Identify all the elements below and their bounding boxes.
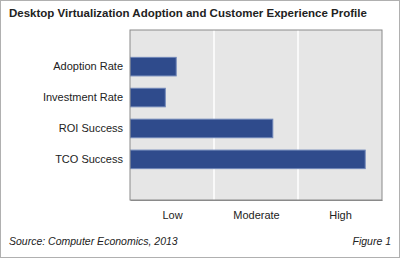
- source-note: Source: Computer Economics, 2013: [9, 235, 178, 247]
- y-tick: Adoption Rate: [53, 60, 130, 72]
- figure-frame: [1, 1, 400, 258]
- x-tick-label: Low: [162, 209, 182, 221]
- bar: [130, 150, 365, 169]
- x-tick-label: Moderate: [233, 209, 279, 221]
- title: Desktop Virtualization Adoption and Cust…: [9, 7, 367, 19]
- y-axis: Adoption Rate Investment Rate ROI Success T…: [43, 46, 131, 182]
- y-tick-label: TCO Success: [55, 153, 123, 165]
- plot-background: [130, 30, 382, 200]
- grid-line: [213, 30, 215, 200]
- grid-line: [297, 30, 299, 200]
- y-tick: ROI Success: [59, 122, 130, 134]
- y-axis-line: [130, 46, 131, 182]
- grid: [214, 30, 298, 200]
- x-tick: High: [329, 200, 352, 221]
- x-tick: Moderate: [233, 200, 279, 221]
- x-tick-label: High: [329, 209, 352, 221]
- bar: [130, 119, 273, 138]
- plot-frame: [130, 30, 382, 200]
- bars: [130, 57, 365, 168]
- y-tick: Investment Rate: [43, 91, 130, 103]
- x-tick: Low: [162, 200, 182, 221]
- y-tick: TCO Success: [55, 153, 130, 165]
- bar: [130, 57, 176, 76]
- y-tick-label: Investment Rate: [43, 91, 123, 103]
- chart: Desktop Virtualization Adoption and Cust…: [0, 0, 400, 258]
- x-axis: Low Moderate High: [131, 200, 383, 221]
- bar: [130, 88, 165, 107]
- figure-label: Figure 1: [352, 235, 391, 247]
- y-tick-label: ROI Success: [59, 122, 124, 134]
- y-tick-label: Adoption Rate: [53, 60, 123, 72]
- x-axis-line: [131, 200, 383, 201]
